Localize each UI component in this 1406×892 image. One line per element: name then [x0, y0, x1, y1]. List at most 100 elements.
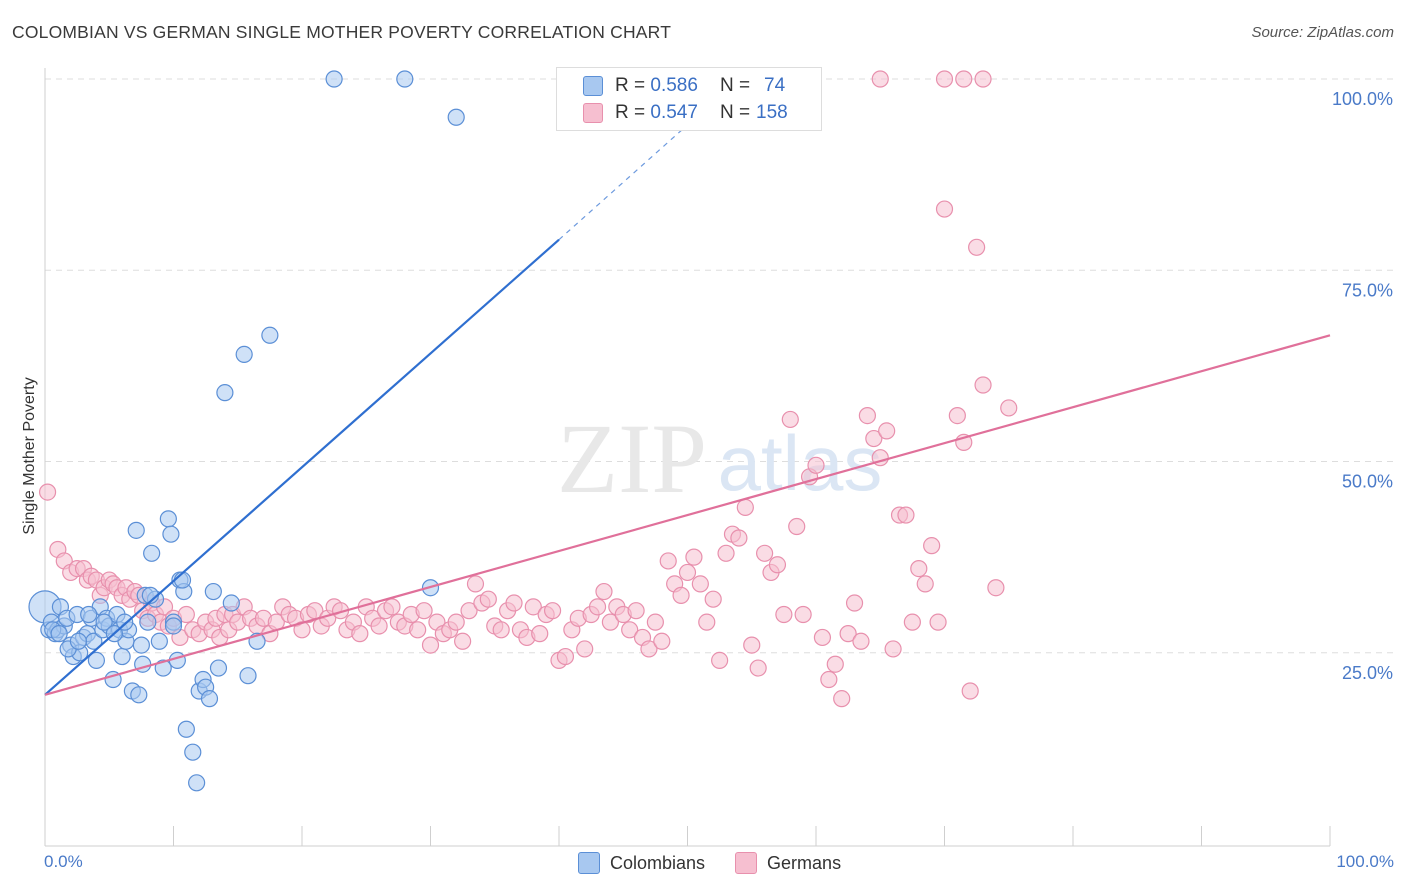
- colombian-point[interactable]: [113, 647, 131, 666]
- legend-item-germans[interactable]: Germans: [735, 852, 841, 874]
- german-point[interactable]: [576, 640, 594, 658]
- colombian-point[interactable]: [130, 686, 148, 704]
- german-point[interactable]: [730, 529, 748, 547]
- colombian-point[interactable]: [116, 613, 134, 631]
- german-point[interactable]: [447, 613, 465, 631]
- german-point[interactable]: [505, 594, 523, 612]
- german-point[interactable]: [524, 598, 542, 616]
- colombian-point[interactable]: [184, 743, 202, 761]
- german-point[interactable]: [646, 613, 664, 631]
- colombian-point[interactable]: [447, 108, 465, 126]
- german-point[interactable]: [678, 563, 697, 582]
- german-point[interactable]: [820, 670, 838, 689]
- german-point[interactable]: [948, 407, 966, 425]
- legend-item-colombians[interactable]: Colombians: [578, 852, 705, 874]
- german-point[interactable]: [833, 690, 851, 708]
- colombian-point[interactable]: [239, 667, 257, 685]
- colombian-point[interactable]: [188, 774, 206, 792]
- german-point[interactable]: [543, 602, 562, 620]
- german-point[interactable]: [492, 621, 510, 639]
- german-point[interactable]: [839, 625, 857, 643]
- german-point[interactable]: [415, 602, 433, 620]
- colombian-point[interactable]: [235, 345, 253, 363]
- german-point[interactable]: [466, 575, 485, 593]
- german-point[interactable]: [923, 537, 941, 555]
- german-point[interactable]: [601, 613, 620, 631]
- german-point[interactable]: [788, 517, 806, 536]
- colombian-point[interactable]: [127, 521, 145, 539]
- colombian-point[interactable]: [261, 326, 279, 344]
- german-point[interactable]: [743, 636, 761, 654]
- colombian-point[interactable]: [80, 605, 98, 624]
- german-point[interactable]: [711, 651, 729, 670]
- german-point[interactable]: [935, 200, 954, 218]
- colombian-point[interactable]: [209, 659, 228, 677]
- german-point[interactable]: [595, 582, 613, 601]
- colombian-point[interactable]: [154, 659, 172, 677]
- colombian-point[interactable]: [325, 70, 343, 88]
- colombian-point[interactable]: [164, 617, 183, 635]
- german-point[interactable]: [588, 598, 607, 616]
- german-point[interactable]: [659, 552, 677, 570]
- german-point[interactable]: [974, 376, 992, 394]
- german-point[interactable]: [852, 632, 870, 650]
- german-point[interactable]: [479, 590, 497, 608]
- german-point[interactable]: [897, 506, 915, 524]
- german-point[interactable]: [640, 640, 658, 658]
- german-point[interactable]: [177, 605, 195, 624]
- german-point[interactable]: [556, 647, 575, 666]
- german-point[interactable]: [698, 613, 716, 631]
- german-point[interactable]: [627, 602, 645, 620]
- german-point[interactable]: [531, 625, 549, 643]
- german-point[interactable]: [858, 407, 877, 425]
- german-point[interactable]: [884, 640, 902, 658]
- german-point[interactable]: [691, 575, 709, 593]
- colombian-point[interactable]: [162, 525, 180, 543]
- german-point[interactable]: [672, 586, 690, 604]
- german-point[interactable]: [383, 598, 401, 616]
- german-point[interactable]: [421, 636, 440, 654]
- german-point[interactable]: [755, 544, 774, 562]
- german-point[interactable]: [704, 590, 722, 608]
- german-point[interactable]: [871, 70, 889, 88]
- colombian-point[interactable]: [200, 690, 219, 708]
- colombian-point[interactable]: [132, 636, 150, 654]
- german-point[interactable]: [621, 621, 639, 639]
- colombian-point[interactable]: [204, 582, 222, 601]
- colombian-point[interactable]: [159, 510, 177, 528]
- colombian-point[interactable]: [143, 544, 161, 562]
- german-point[interactable]: [653, 632, 671, 650]
- german-point[interactable]: [916, 575, 934, 593]
- german-point[interactable]: [878, 422, 896, 440]
- colombian-point[interactable]: [150, 632, 168, 650]
- german-point[interactable]: [813, 628, 832, 647]
- german-point[interactable]: [807, 456, 825, 474]
- german-point[interactable]: [775, 605, 793, 624]
- colombian-point[interactable]: [177, 720, 195, 738]
- german-point[interactable]: [749, 659, 767, 677]
- german-point[interactable]: [1000, 399, 1018, 417]
- german-point[interactable]: [910, 559, 928, 578]
- german-point[interactable]: [717, 544, 735, 562]
- german-point[interactable]: [736, 498, 754, 516]
- german-point[interactable]: [845, 594, 864, 612]
- colombian-point[interactable]: [222, 594, 240, 612]
- german-point[interactable]: [968, 238, 986, 256]
- german-point[interactable]: [987, 579, 1005, 597]
- colombian-point[interactable]: [69, 632, 88, 650]
- colombian-point[interactable]: [95, 613, 113, 631]
- german-point[interactable]: [768, 556, 787, 574]
- german-point[interactable]: [961, 682, 979, 700]
- german-point[interactable]: [903, 613, 921, 631]
- german-point[interactable]: [351, 625, 369, 643]
- german-point[interactable]: [865, 429, 883, 448]
- german-point[interactable]: [781, 410, 799, 429]
- german-point[interactable]: [685, 548, 703, 566]
- german-point[interactable]: [460, 602, 478, 620]
- colombian-point[interactable]: [50, 625, 68, 643]
- german-point[interactable]: [955, 70, 973, 88]
- german-point[interactable]: [38, 483, 57, 501]
- german-point[interactable]: [409, 621, 427, 639]
- german-point[interactable]: [974, 70, 992, 88]
- german-point[interactable]: [929, 613, 947, 631]
